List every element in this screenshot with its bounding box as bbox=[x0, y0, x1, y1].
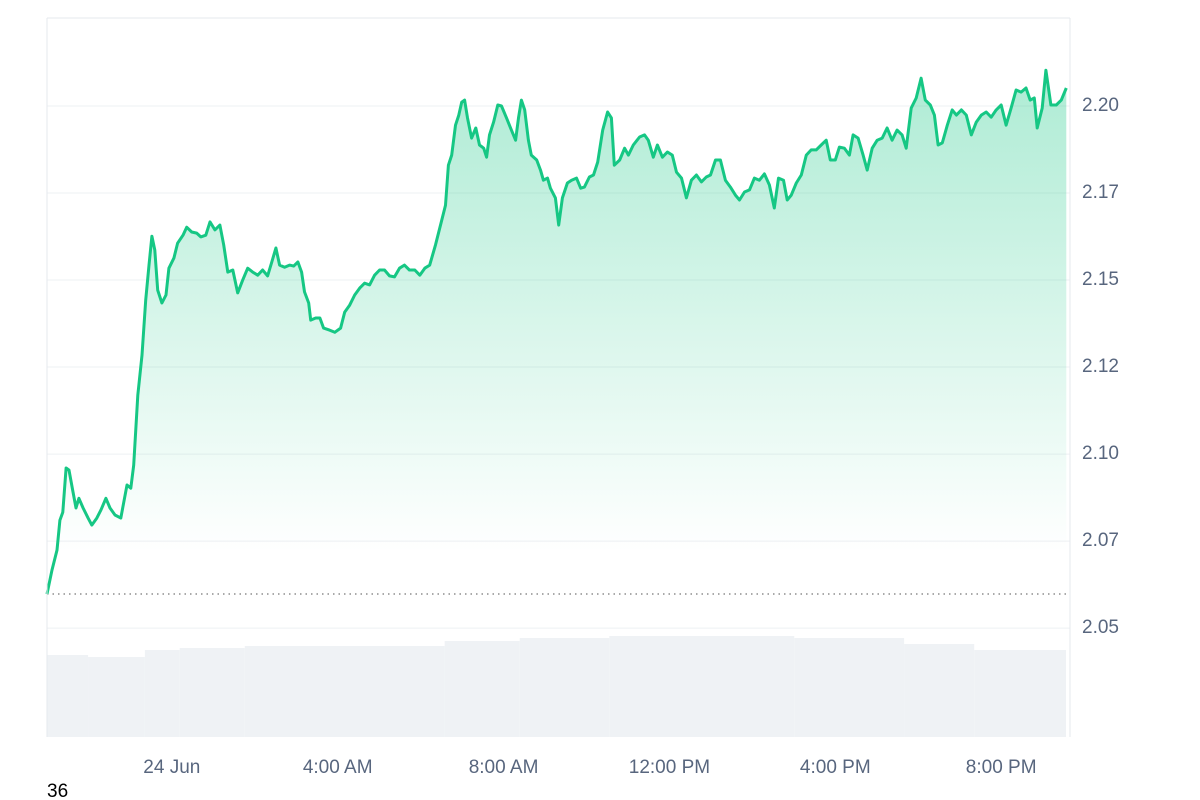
volume-bar bbox=[519, 638, 610, 737]
volume-bar bbox=[144, 650, 180, 737]
volume-bar bbox=[609, 636, 795, 737]
footer-text: 36 bbox=[47, 781, 68, 800]
x-tick-label: 8:00 AM bbox=[469, 757, 539, 778]
volume-bar bbox=[904, 644, 975, 737]
volume-bar bbox=[88, 657, 145, 737]
x-tick-label: 12:00 PM bbox=[629, 757, 710, 778]
y-tick-label: 2.15 bbox=[1082, 269, 1119, 290]
x-tick-label: 4:00 AM bbox=[303, 757, 373, 778]
y-tick-label: 2.17 bbox=[1082, 182, 1119, 203]
volume-bar bbox=[444, 641, 520, 737]
x-tick-label: 8:00 PM bbox=[966, 757, 1037, 778]
area bbox=[47, 70, 1067, 637]
volume-bar bbox=[244, 646, 445, 737]
volume-bar bbox=[179, 648, 245, 737]
volume-bar bbox=[47, 655, 89, 737]
y-tick-label: 2.07 bbox=[1082, 530, 1119, 551]
price-line bbox=[45, 68, 1068, 595]
y-tick-label: 2.10 bbox=[1082, 443, 1119, 464]
x-tick-label: 4:00 PM bbox=[800, 757, 871, 778]
y-tick-label: 2.05 bbox=[1082, 617, 1119, 638]
y-tick-label: 2.20 bbox=[1082, 95, 1119, 116]
volume-bar bbox=[794, 638, 905, 737]
volume-bar bbox=[974, 650, 1066, 737]
y-tick-label: 2.12 bbox=[1082, 356, 1119, 377]
x-tick-label: 24 Jun bbox=[143, 757, 200, 778]
